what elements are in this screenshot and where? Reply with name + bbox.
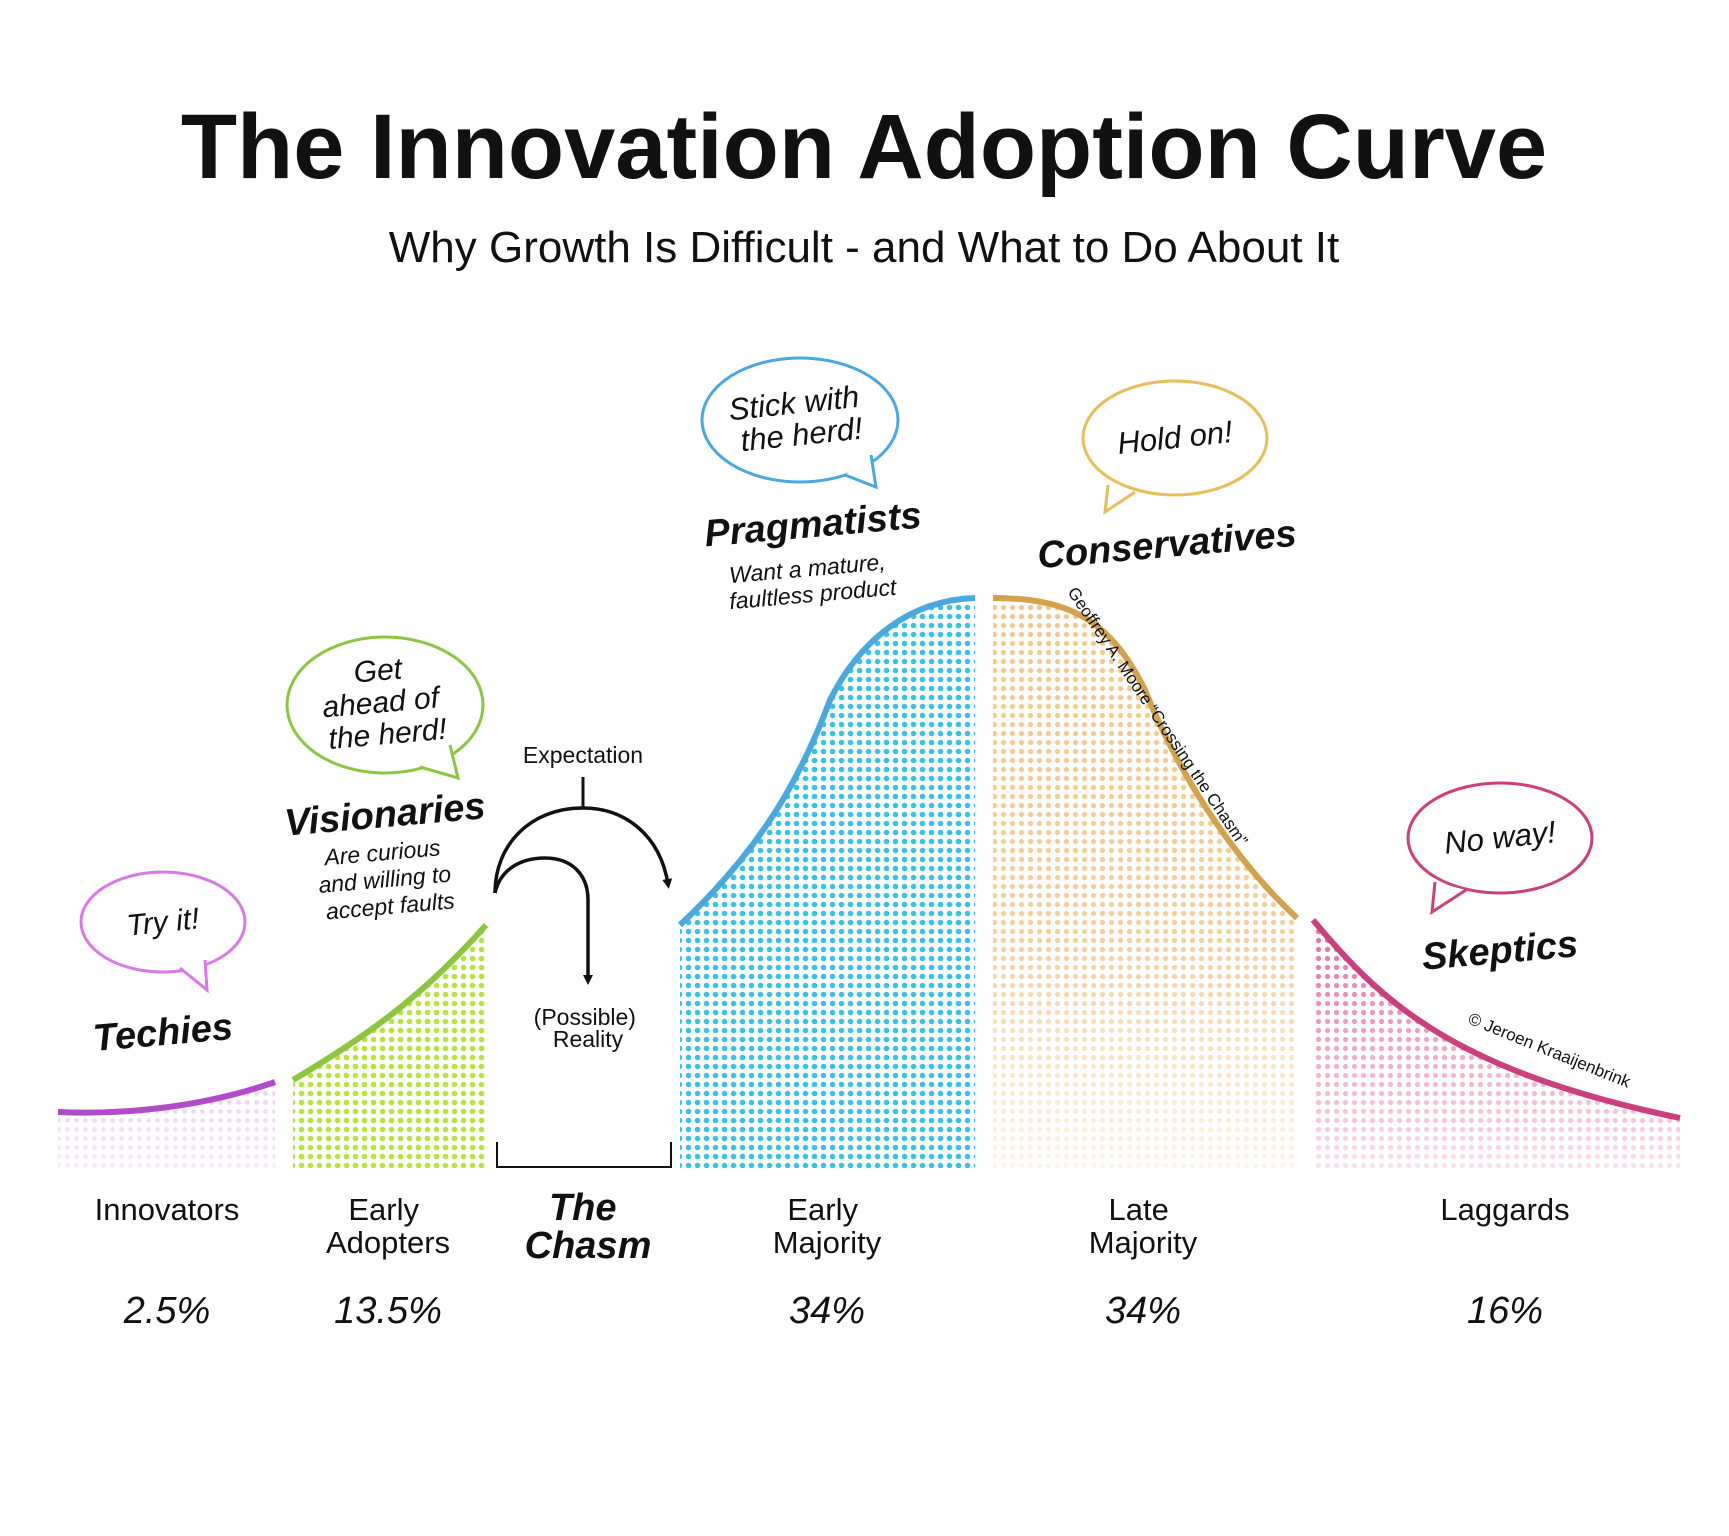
laggards-area: [1313, 920, 1680, 1170]
page-title: The Innovation Adoption Curve: [181, 96, 1547, 198]
page-subtitle: Why Growth Is Difficult - and What to Do…: [389, 223, 1339, 272]
share-late-majority: 34%: [1105, 1290, 1181, 1332]
early-majority-area: [680, 598, 975, 1168]
segment-label-innovators: Innovators: [95, 1192, 240, 1227]
share-laggards: 16%: [1467, 1290, 1543, 1332]
persona-conservatives: Conservatives: [1036, 513, 1298, 577]
segment-label-late-majority: Late Majority: [1089, 1192, 1198, 1260]
persona-visionaries: Visionaries: [283, 785, 487, 844]
curve-segments: [57, 595, 1681, 1170]
innovators-curve: [57, 1079, 276, 1116]
persona-techies: Techies: [91, 1006, 234, 1060]
speech-bubbles: Try it! Get ahead of the herd! Stick wit…: [79, 356, 1594, 994]
early-majority-curve: [677, 595, 976, 928]
pragmatists-description: Want a mature, faultless product: [726, 548, 899, 615]
persona-skeptics: Skeptics: [1420, 923, 1579, 978]
share-early-majority: 34%: [789, 1290, 865, 1332]
reality-arrow: [493, 856, 593, 985]
late-majority-area: [993, 598, 1297, 1170]
segment-label-laggards: Laggards: [1440, 1192, 1569, 1227]
segment-names: Innovators Early Adopters The Chasm Earl…: [95, 1187, 1570, 1267]
late-majority-curve: [992, 595, 1300, 921]
share-innovators: 2.5%: [123, 1290, 211, 1332]
segment-shares: 2.5% 13.5% 34% 34% 16%: [123, 1290, 1543, 1332]
early-adopters-area: [293, 925, 486, 1168]
share-early-adopters: 13.5%: [334, 1290, 442, 1332]
persona-pragmatists: Pragmatists: [703, 495, 923, 556]
expectation-label: Expectation: [523, 742, 643, 768]
innovators-area: [58, 1082, 275, 1170]
innovators-speech-bubble: Try it!: [79, 870, 247, 994]
expectation-arrow: [493, 806, 673, 894]
laggards-curve: [1310, 918, 1681, 1121]
chasm-diagram: Expectation (Possible) Reality: [493, 742, 673, 1168]
early-majority-speech-bubble: Stick with the herd!: [700, 356, 900, 490]
late-majority-speech-bubble: Hold on!: [1081, 379, 1269, 516]
visionaries-description: Are curious and willing to accept faults: [315, 833, 461, 925]
early-adopters-curve: [291, 923, 489, 1083]
chasm-label: The Chasm: [525, 1187, 652, 1267]
segment-label-early-adopters: Early Adopters: [326, 1192, 450, 1260]
chasm-bracket: [496, 1142, 672, 1168]
segment-label-early-majority: Early Majority: [773, 1192, 882, 1260]
early-adopters-speech-bubble: Get ahead of the herd!: [285, 635, 485, 781]
laggards-speech-bubble: No way!: [1406, 781, 1594, 915]
innovators-bubble-text: Try it!: [125, 902, 201, 942]
possible-reality-label: (Possible) Reality: [534, 1004, 643, 1052]
